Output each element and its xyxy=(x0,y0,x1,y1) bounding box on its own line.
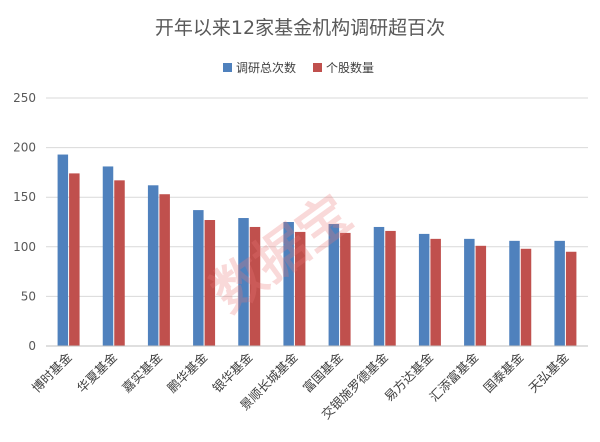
legend-swatch-series-1 xyxy=(223,63,232,72)
y-axis-ticks: 0 50 100 150 200 250 xyxy=(13,91,36,353)
bar-series-2 xyxy=(69,173,80,346)
bars xyxy=(57,154,577,346)
bar-series-1 xyxy=(554,240,565,346)
bar-series-2 xyxy=(159,194,170,346)
bar-series-2 xyxy=(340,232,351,346)
x-category-label: 鹏华基金 xyxy=(164,349,210,395)
bar-series-2 xyxy=(520,248,532,346)
x-category-label: 国泰基金 xyxy=(480,349,526,395)
legend: 调研总次数 个股数量 xyxy=(223,60,374,75)
bar-series-1 xyxy=(147,185,159,346)
bar-series-1 xyxy=(418,233,430,346)
x-category-label: 富国基金 xyxy=(300,349,346,395)
x-category-label: 华夏基金 xyxy=(74,349,120,395)
y-tick-label: 150 xyxy=(13,190,36,204)
x-category-label: 嘉实基金 xyxy=(119,349,165,395)
bar-series-2 xyxy=(204,220,216,346)
y-tick-label: 100 xyxy=(13,240,36,254)
bar-series-1 xyxy=(373,226,385,346)
bar-series-1 xyxy=(328,223,340,346)
x-category-label: 博时基金 xyxy=(29,349,75,395)
legend-label-series-2: 个股数量 xyxy=(326,60,374,75)
bar-series-1 xyxy=(509,240,520,346)
bar-series-1 xyxy=(238,218,249,346)
y-tick-label: 250 xyxy=(13,91,36,105)
bar-series-2 xyxy=(475,245,487,346)
bar-series-2 xyxy=(565,251,577,346)
y-tick-label: 200 xyxy=(13,141,36,155)
bar-series-1 xyxy=(283,222,294,346)
gridlines xyxy=(46,97,588,297)
bar-series-1 xyxy=(102,166,114,346)
x-category-label: 天弘基金 xyxy=(526,349,572,395)
chart-title: 开年以来12家基金机构调研超百次 xyxy=(155,17,445,39)
bar-series-2 xyxy=(430,238,441,346)
bar-series-1 xyxy=(57,154,69,346)
legend-label-series-1: 调研总次数 xyxy=(236,60,296,75)
bar-series-2 xyxy=(385,230,396,346)
bar-series-2 xyxy=(249,226,261,346)
x-category-label: 银华基金 xyxy=(209,349,255,395)
legend-swatch-series-2 xyxy=(313,63,322,72)
x-category-label: 汇添富基金 xyxy=(426,349,481,404)
y-tick-label: 0 xyxy=(28,339,36,353)
bar-series-1 xyxy=(464,238,475,346)
bar-series-1 xyxy=(193,210,204,346)
bar-series-2 xyxy=(294,231,306,346)
bar-series-2 xyxy=(114,180,125,346)
y-tick-label: 50 xyxy=(21,289,36,303)
